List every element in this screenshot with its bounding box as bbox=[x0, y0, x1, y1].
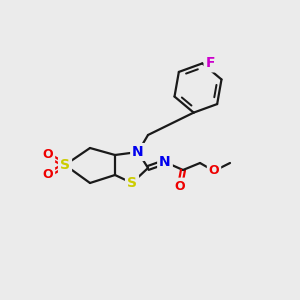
Text: N: N bbox=[132, 145, 144, 159]
Text: N: N bbox=[159, 155, 171, 169]
Text: S: S bbox=[60, 158, 70, 172]
Text: O: O bbox=[175, 179, 185, 193]
Text: O: O bbox=[43, 169, 53, 182]
Text: F: F bbox=[206, 56, 215, 70]
Text: O: O bbox=[43, 148, 53, 161]
Text: O: O bbox=[209, 164, 219, 178]
Text: S: S bbox=[127, 176, 137, 190]
